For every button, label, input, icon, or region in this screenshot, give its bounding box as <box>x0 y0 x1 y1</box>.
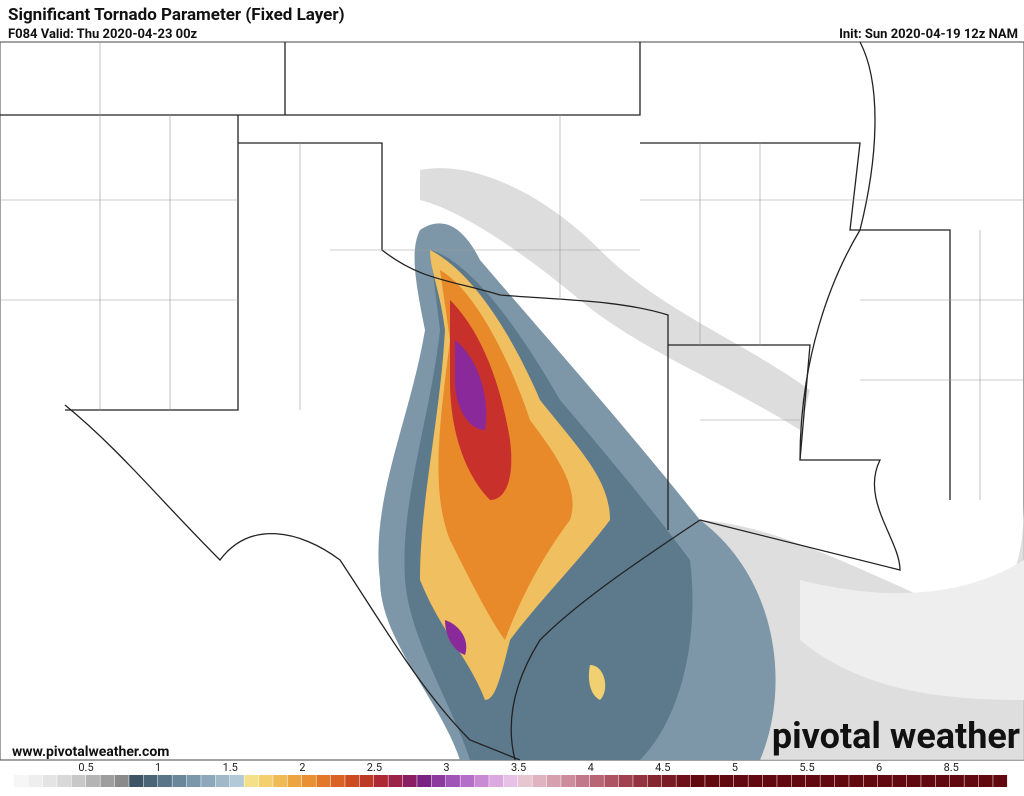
color-swatch <box>489 775 504 787</box>
color-swatch <box>590 775 604 787</box>
color-swatch <box>374 775 388 787</box>
colorbar-label: 2.5 <box>367 761 382 774</box>
color-swatch <box>230 775 244 787</box>
color-swatch <box>863 775 878 787</box>
color-swatch <box>518 775 532 787</box>
color-swatch <box>834 775 849 787</box>
color-swatch <box>129 775 144 787</box>
colorbar-label: 1 <box>155 761 161 774</box>
color-swatch <box>57 775 72 787</box>
color-swatch <box>215 775 230 787</box>
colorbar-label: 6 <box>876 761 882 774</box>
color-swatch <box>993 775 1008 787</box>
color-swatch <box>906 775 921 787</box>
color-swatch <box>100 775 115 787</box>
color-swatch <box>474 775 489 787</box>
color-swatch <box>705 775 720 787</box>
color-swatch <box>762 775 777 787</box>
colorbar: 0.5 1 1.5 2 2.5 3 3.5 4 4.5 5 5.5 6 8.5 <box>14 761 1008 787</box>
color-swatch <box>359 775 374 787</box>
colorbar-label: 5.5 <box>799 761 814 774</box>
color-swatch <box>186 775 201 787</box>
color-swatch <box>647 775 662 787</box>
color-swatch <box>791 775 806 787</box>
color-swatch <box>114 775 129 787</box>
colorbar-label: 0.5 <box>78 761 93 774</box>
colorbar-label: 3 <box>443 761 449 774</box>
title: Significant Tornado Parameter (Fixed Lay… <box>8 5 345 25</box>
color-swatch <box>330 775 345 787</box>
logo: pivotal weather <box>772 715 1020 757</box>
color-swatch <box>561 775 576 787</box>
color-swatch <box>964 775 979 787</box>
color-swatch <box>431 775 446 787</box>
color-swatch <box>417 775 432 787</box>
color-swatch <box>575 775 590 787</box>
color-swatch <box>172 775 187 787</box>
color-swatch <box>503 775 518 787</box>
color-swatch <box>978 775 993 787</box>
colorbar-label: 2 <box>299 761 305 774</box>
color-swatch <box>402 775 417 787</box>
colorbar-label: 4.5 <box>655 761 670 774</box>
color-swatch <box>14 775 28 787</box>
color-swatch <box>460 775 475 787</box>
color-swatch <box>921 775 936 787</box>
color-swatch <box>532 775 547 787</box>
color-swatch <box>618 775 633 787</box>
color-swatch <box>201 775 216 787</box>
color-swatch <box>28 775 43 787</box>
colorbar-label: 3.5 <box>511 761 526 774</box>
colorbar-label: 8.5 <box>944 761 959 774</box>
color-swatch <box>676 775 691 787</box>
color-swatch <box>935 775 950 787</box>
color-swatch <box>258 775 273 787</box>
color-swatch <box>302 775 316 787</box>
website: www.pivotalweather.com <box>12 744 169 760</box>
color-swatch <box>86 775 100 787</box>
color-swatch <box>806 775 820 787</box>
color-swatch <box>734 775 748 787</box>
color-swatch <box>892 775 907 787</box>
color-swatch <box>820 775 835 787</box>
map <box>0 41 1024 761</box>
color-swatch <box>287 775 302 787</box>
color-swatch <box>719 775 734 787</box>
init-time: Init: Sun 2020-04-19 12z NAM <box>839 27 1018 42</box>
color-swatch <box>849 775 864 787</box>
color-swatch <box>316 775 331 787</box>
color-swatch <box>143 775 158 787</box>
colorbar-label: 4 <box>588 761 594 774</box>
color-swatch <box>690 775 705 787</box>
color-swatch <box>158 775 172 787</box>
color-swatch <box>446 775 460 787</box>
color-swatch <box>878 775 892 787</box>
color-swatch <box>42 775 57 787</box>
color-swatch <box>950 775 964 787</box>
colorbar-label: 5 <box>732 761 738 774</box>
colorbar-label: 1.5 <box>223 761 238 774</box>
color-swatch <box>662 775 676 787</box>
color-swatch <box>345 775 360 787</box>
color-swatch <box>388 775 403 787</box>
color-swatch <box>633 775 648 787</box>
color-swatch <box>777 775 792 787</box>
valid-time: F084 Valid: Thu 2020-04-23 00z <box>8 27 198 42</box>
color-swatch <box>273 775 288 787</box>
color-swatch <box>71 775 86 787</box>
color-swatch <box>244 775 259 787</box>
color-swatch <box>748 775 763 787</box>
color-swatch <box>604 775 619 787</box>
color-swatch <box>546 775 561 787</box>
